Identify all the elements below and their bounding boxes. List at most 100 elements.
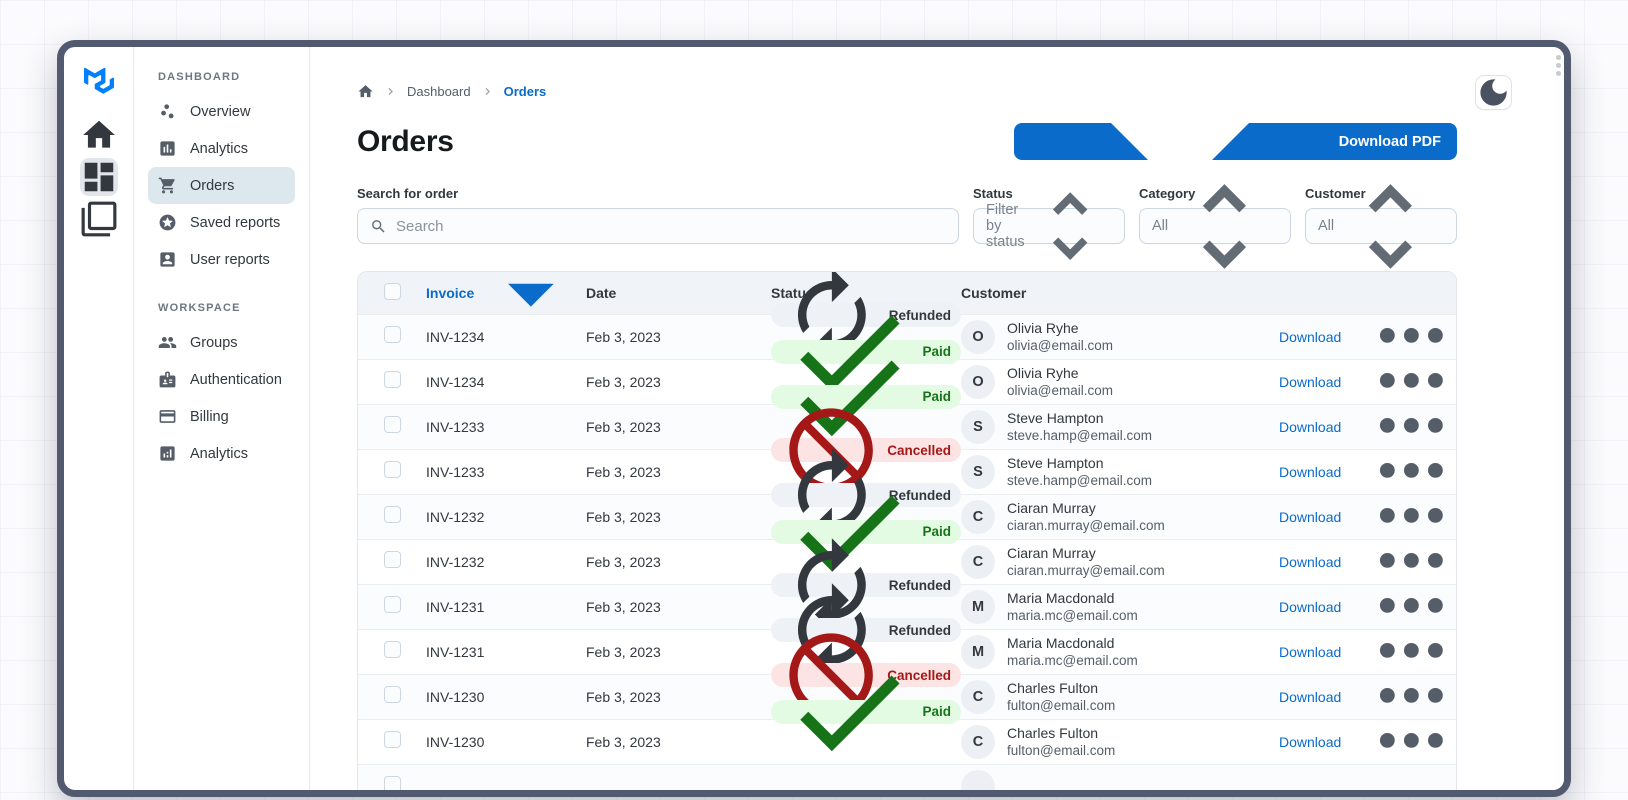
more-menu-button[interactable] xyxy=(1367,381,1456,473)
select-all-checkbox[interactable] xyxy=(384,283,401,300)
breadcrumb-dashboard[interactable]: Dashboard xyxy=(407,83,471,99)
date-cell: Feb 3, 2023 xyxy=(586,419,661,435)
row-checkbox[interactable] xyxy=(384,686,401,703)
download-link[interactable]: Download xyxy=(1279,734,1342,750)
date-header: Date xyxy=(586,285,617,301)
download-icon xyxy=(1030,47,1330,292)
more-dots-icon xyxy=(1367,696,1456,785)
status-chip: Paid xyxy=(771,675,961,752)
download-link[interactable]: Download xyxy=(1279,419,1342,435)
sidebar-item-saved-reports[interactable]: Saved reports xyxy=(148,204,295,241)
download-link[interactable]: Download xyxy=(1279,554,1342,570)
sidebar-item-orders[interactable]: Orders xyxy=(148,167,295,204)
download-link[interactable]: Download xyxy=(1279,329,1342,345)
date-cell: Feb 3, 2023 xyxy=(586,554,661,570)
more-dots-icon xyxy=(1367,606,1456,695)
more-dots-icon xyxy=(1367,291,1456,380)
groups-icon xyxy=(158,333,177,352)
breadcrumb: Dashboard Orders xyxy=(357,81,1457,101)
row-checkbox[interactable] xyxy=(384,776,401,790)
table-row: INV-1233 Feb 3, 2023 Paid S Steve Hampto… xyxy=(358,360,1456,449)
mui-logo xyxy=(83,67,114,94)
status-chip: Cancelled xyxy=(771,408,961,493)
sidebar-item-analytics[interactable]: Analytics xyxy=(148,435,295,472)
more-menu-button[interactable] xyxy=(1367,426,1456,518)
search-input[interactable] xyxy=(396,217,946,235)
status-label: Cancelled xyxy=(887,442,951,458)
customer-email: olivia@email.com xyxy=(1007,383,1113,399)
sidebar-item-billing[interactable]: Billing xyxy=(148,398,295,435)
row-checkbox[interactable] xyxy=(384,326,401,343)
download-link[interactable]: Download xyxy=(1279,374,1342,390)
select-status[interactable]: Filter by status xyxy=(973,192,1125,260)
rail-layers-button[interactable] xyxy=(80,200,118,238)
sidebar-item-authentication[interactable]: Authentication xyxy=(148,361,295,398)
invoice-cell: INV-1230 xyxy=(426,689,485,705)
customer-name: Charles Fulton xyxy=(1007,725,1099,742)
app-window: DASHBOARD Overview Analytics Orders Saved re… xyxy=(57,40,1571,797)
layers-icon xyxy=(80,200,118,238)
status-chip: Refunded xyxy=(771,272,961,362)
row-checkbox[interactable] xyxy=(384,551,401,568)
chevron-right-icon xyxy=(480,84,495,99)
select-customer[interactable]: All xyxy=(1305,183,1457,269)
more-menu-button[interactable] xyxy=(1367,696,1456,788)
more-menu-button[interactable] xyxy=(1367,516,1456,608)
status-icon xyxy=(781,644,916,779)
row-checkbox[interactable] xyxy=(384,371,401,388)
customer-email: olivia@email.com xyxy=(1007,338,1113,354)
row-checkbox[interactable] xyxy=(384,416,401,433)
status-icon xyxy=(781,625,881,725)
customer-name: Steve Hampton xyxy=(1007,410,1104,427)
row-checkbox[interactable] xyxy=(384,641,401,658)
rail-dashboard-button[interactable] xyxy=(79,158,118,196)
more-menu-button[interactable] xyxy=(1367,651,1456,743)
download-link[interactable]: Download xyxy=(1279,689,1342,705)
more-menu-button[interactable] xyxy=(1367,336,1456,428)
download-link[interactable]: Download xyxy=(1279,644,1342,660)
row-checkbox[interactable] xyxy=(384,461,401,478)
analytics-icon xyxy=(158,444,177,463)
download-link[interactable]: Download xyxy=(1279,599,1342,615)
search-box xyxy=(357,208,959,244)
sidebar-item-label: Analytics xyxy=(190,140,249,157)
date-cell: Feb 3, 2023 xyxy=(586,734,661,750)
row-checkbox[interactable] xyxy=(384,596,401,613)
row-checkbox[interactable] xyxy=(384,731,401,748)
rail-home-button[interactable] xyxy=(80,116,118,154)
date-cell: Feb 3, 2023 xyxy=(586,599,661,615)
more-menu-button[interactable] xyxy=(1367,606,1456,698)
avatar xyxy=(961,770,995,790)
badge-icon xyxy=(158,370,177,389)
customer-name: Ciaran Murray xyxy=(1007,500,1096,517)
invoice-sort-header[interactable]: Invoice xyxy=(426,272,586,348)
invoice-cell: INV-1232 xyxy=(426,509,485,525)
more-menu-button[interactable] xyxy=(1367,291,1456,383)
sidebar-item-user-reports[interactable]: User reports xyxy=(148,241,295,278)
more-menu-button[interactable] xyxy=(1367,471,1456,563)
filter-label-status: Status xyxy=(973,186,1013,201)
sidebar-item-groups[interactable]: Groups xyxy=(148,324,295,361)
row-checkbox[interactable] xyxy=(384,506,401,523)
customer-email: maria.mc@email.com xyxy=(1007,653,1138,669)
more-dots-icon xyxy=(1367,381,1456,470)
download-pdf-button[interactable]: Download PDF xyxy=(1013,47,1457,242)
sidebar-item-analytics[interactable]: Analytics xyxy=(148,130,295,167)
status-label: Paid xyxy=(922,344,951,360)
theme-toggle-button[interactable] xyxy=(1475,75,1512,110)
date-cell: Feb 3, 2023 xyxy=(586,644,661,660)
status-icon xyxy=(781,579,883,681)
sidebar-item-overview[interactable]: Overview xyxy=(148,93,295,130)
table-row: INV-1231 Feb 3, 2023 Refunded M Maria Ma… xyxy=(358,538,1456,632)
breadcrumb-home-icon[interactable] xyxy=(357,83,374,100)
scrollbar-thumb[interactable] xyxy=(1555,55,1561,76)
customer-name: Steve Hampton xyxy=(1007,455,1104,472)
select-category[interactable]: All xyxy=(1139,183,1291,269)
sidebar: DASHBOARD Overview Analytics Orders Saved re… xyxy=(134,47,310,790)
download-link[interactable]: Download xyxy=(1279,464,1342,480)
download-link[interactable]: Download xyxy=(1279,509,1342,525)
breadcrumb-orders[interactable]: Orders xyxy=(503,83,547,99)
more-menu-button[interactable] xyxy=(1367,561,1456,653)
status-icon xyxy=(781,400,881,500)
customer-email: ciaran.murray@email.com xyxy=(1007,518,1165,534)
